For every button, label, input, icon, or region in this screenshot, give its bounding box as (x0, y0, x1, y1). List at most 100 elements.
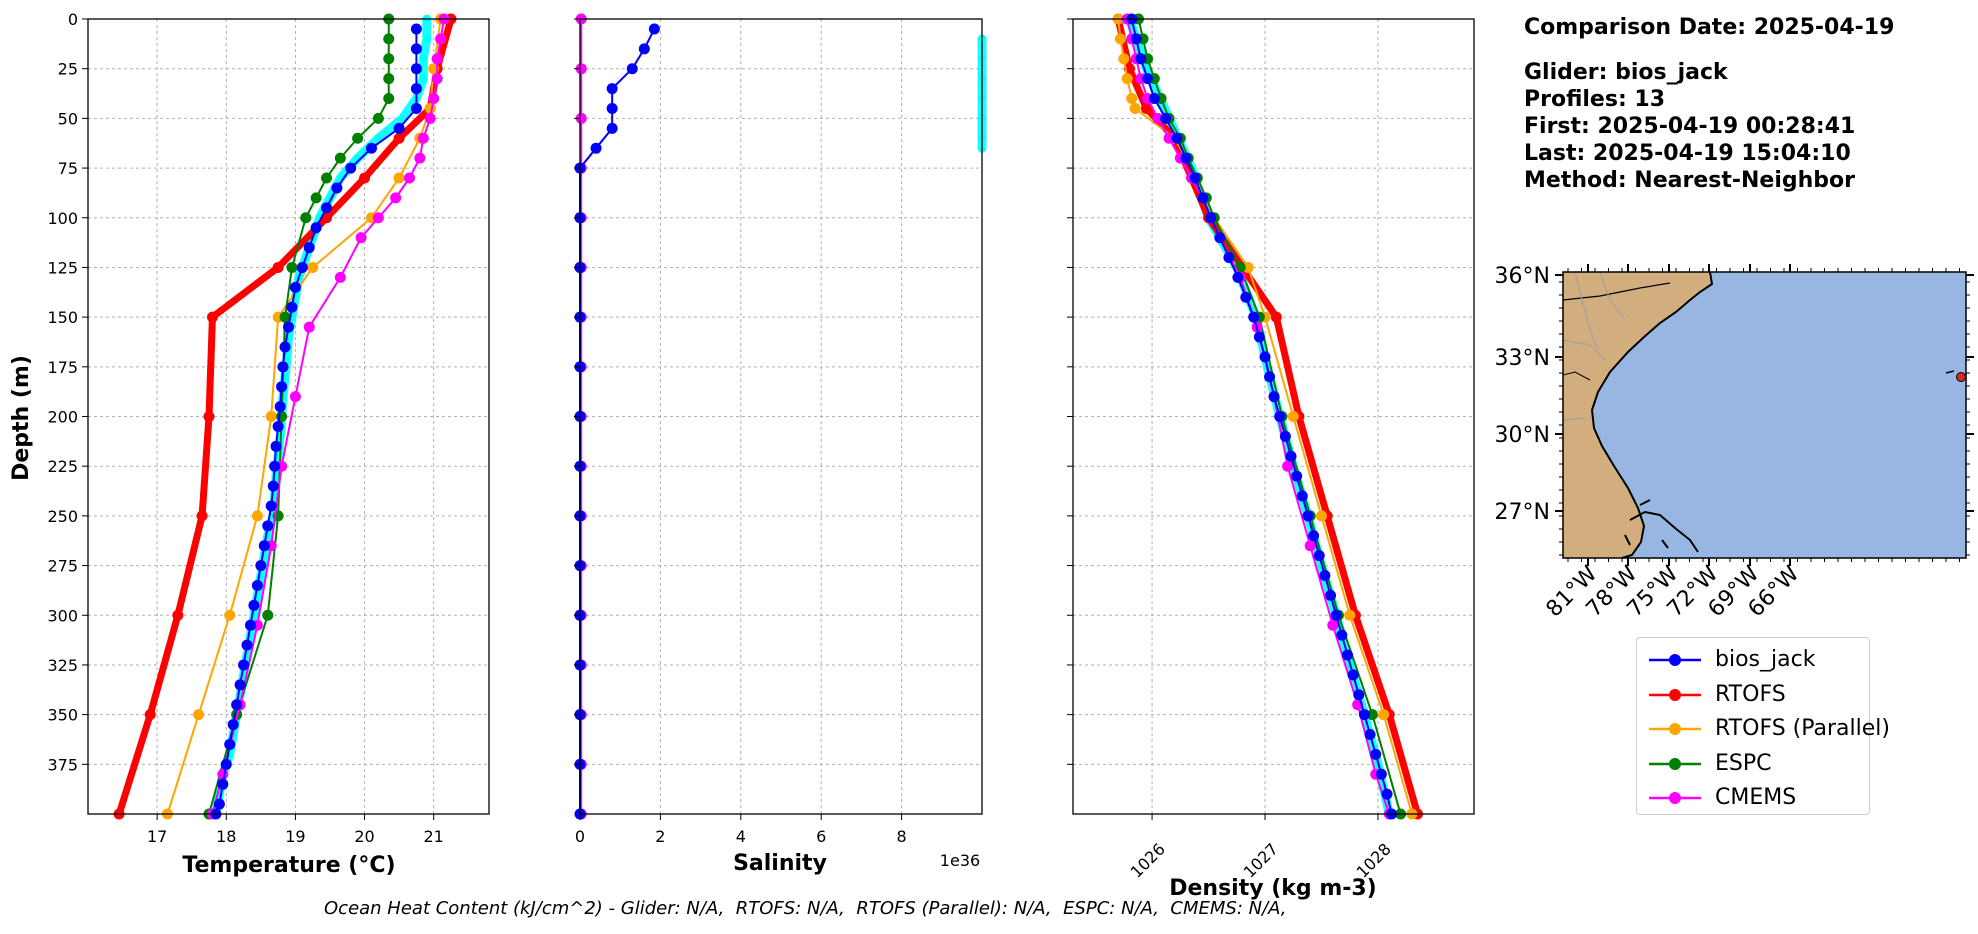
density-series-rtofs-parallel-point (1344, 609, 1356, 621)
temperature-series-rtofs-point (393, 132, 405, 144)
temperature-series-bios-jack-point (274, 401, 286, 413)
temperature-series-rtofs-parallel-point (307, 261, 319, 273)
temperature-series-rtofs-parallel-point (265, 411, 277, 422)
temperature-series-bios-jack-point (244, 619, 256, 631)
density-series-bios-jack-point (1189, 172, 1201, 184)
temperature-series-rtofs-parallel-point (424, 102, 436, 114)
density-series-bios-jack-point (1375, 768, 1387, 780)
temperature-series-bios-jack-point (289, 281, 301, 293)
density-series-bios-jack-point (1285, 450, 1297, 462)
density-series-bios-jack-point (1160, 112, 1172, 124)
temperature-series-bios-jack-point (365, 142, 377, 154)
temperature-series-bios-jack-point (234, 679, 246, 691)
temperature-series-espc-point (334, 152, 346, 164)
salinity-x-tick-label: 8 (897, 827, 907, 846)
temperature-series-rtofs-point (172, 609, 184, 621)
density-series-espc-point (1366, 709, 1378, 721)
density-series-bios-jack-point (1358, 709, 1370, 721)
density-series-rtofs-parallel-point (1114, 33, 1126, 45)
density-x-label: Density (kg m-3) (1169, 876, 1377, 901)
density-series-bios-jack-point (1148, 93, 1160, 104)
density-series-bios-jack-point (1302, 510, 1314, 522)
temperature-series-bios-jack-point (213, 798, 225, 810)
legend-swatch (1649, 792, 1701, 804)
legend-label: RTOFS (1715, 681, 1786, 707)
salinity-series-bios-jack-point (606, 83, 618, 95)
salinity-x-tick-label: 2 (655, 827, 665, 846)
temperature-series-espc-point (383, 73, 395, 85)
temperature-series-rtofs-parallel-point (193, 709, 205, 721)
temperature-series-rtofs-point (359, 172, 371, 184)
temperature-series-bios-jack-point (255, 560, 267, 572)
density-series-bios-jack-point (1330, 609, 1342, 621)
temperature-glider-profile-point (423, 35, 431, 43)
density-series-rtofs-parallel-point (1316, 510, 1328, 522)
temperature-series-rtofs-point (206, 311, 218, 323)
legend-swatch (1649, 688, 1701, 701)
temperature-series-cmems-point (403, 172, 415, 184)
legend-label: RTOFS (Parallel) (1715, 716, 1890, 741)
density-series-cmems-point (1304, 540, 1316, 552)
density-series-bios-jack-point (1370, 748, 1382, 760)
salinity-series-bios-jack-point (590, 142, 602, 154)
legend-swatch (1649, 757, 1701, 770)
y-tick-label: 275 (47, 557, 78, 576)
temperature-series-bios-jack-point (283, 321, 294, 333)
temperature-series-cmems-point (431, 53, 443, 65)
density-series-bios-jack-point (1325, 589, 1337, 601)
temperature-series-bios-jack-point (251, 579, 263, 591)
density-series-rtofs-parallel-point (1378, 709, 1390, 721)
density-series-bios-jack-point (1279, 430, 1291, 442)
temperature-series-bios-jack-point (241, 639, 253, 651)
temperature-series-bios-jack-point (331, 182, 343, 194)
legend-label: bios_jack (1715, 647, 1816, 672)
temperature-series-bios-jack-point (410, 63, 422, 75)
temperature-series-bios-jack-point (410, 83, 422, 95)
density-series-bios-jack-point (1291, 470, 1303, 482)
info-panel: Comparison Date: 2025-04-19 Glider: bios… (1524, 14, 1894, 194)
density-series-rtofs-parallel-point (1121, 73, 1133, 85)
y-tick-label: 225 (47, 457, 78, 476)
salinity-series-cmems-point (575, 112, 587, 124)
location-map: 36°N33°N30°N27°N81°W78°W75°W72°W69°W66°W (1495, 264, 1974, 622)
temperature-series-cmems-point (428, 93, 440, 104)
density-series-cmems-point (1282, 460, 1294, 472)
y-tick-label: 150 (47, 308, 78, 327)
density-series-bios-jack-point (1232, 271, 1244, 283)
temperature-x-tick-label: 19 (285, 827, 305, 846)
temperature-series-bios-jack-point (286, 301, 298, 313)
salinity-series-cmems-point (575, 63, 587, 75)
temperature-series-bios-jack-point (248, 599, 260, 611)
temperature-series-bios-jack-line (214, 28, 418, 815)
temperature-x-tick-label: 21 (424, 827, 444, 846)
temperature-series-espc-point (279, 311, 291, 323)
y-tick-label: 100 (47, 209, 78, 228)
y-tick-label: 175 (47, 358, 78, 377)
density-series-bios-jack-point (1336, 629, 1348, 641)
map-lat-label: 36°N (1495, 264, 1550, 289)
density-series-bios-jack-point (1381, 788, 1393, 800)
density-series-bios-jack-point (1253, 331, 1265, 343)
legend-item-rtofs: RTOFS (1645, 679, 1865, 713)
temperature-series-espc-point (300, 212, 312, 224)
temperature-series-rtofs-parallel-point (393, 172, 405, 184)
temperature-series-rtofs-parallel-point (251, 510, 263, 522)
density-series-bios-jack-point (1130, 33, 1142, 45)
density-series-bios-jack-point (1347, 669, 1359, 681)
density-series-rtofs-parallel-point (1129, 102, 1141, 114)
salinity-series-bios-jack-point (626, 63, 638, 75)
y-tick-label: 200 (47, 408, 78, 427)
salinity-series-bios-jack-point (648, 23, 660, 35)
density-x-tick-label: 1026 (1127, 839, 1169, 881)
last-time: Last: 2025-04-19 15:04:10 (1524, 141, 1851, 166)
temperature-series-bios-jack-point (277, 361, 289, 373)
method: Method: Nearest-Neighbor (1524, 168, 1855, 193)
temperature-series-bios-jack-point (238, 659, 250, 671)
density-series-bios-jack-point (1171, 132, 1183, 144)
density-panel: 1026 1027 1028 (1067, 13, 1475, 882)
salinity-x-label: Salinity (733, 851, 827, 876)
legend-item-bios-jack: bios_jack (1645, 644, 1865, 678)
density-series-bios-jack-point (1142, 73, 1154, 85)
density-series-bios-jack-point (1341, 649, 1353, 661)
